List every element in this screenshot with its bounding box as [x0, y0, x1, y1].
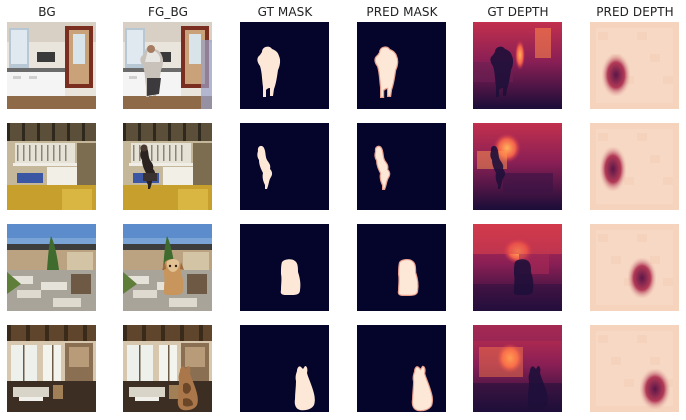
pred-depth-graphic [590, 325, 679, 412]
pred-mask-image-row-3 [357, 224, 446, 311]
fg-bg-graphic [123, 123, 212, 210]
pred-depth-graphic [590, 224, 679, 311]
pred-mask-image-row-4 [357, 325, 446, 412]
bg-graphic [7, 22, 96, 109]
bg-image-row-4 [7, 325, 96, 412]
pred-depth-graphic [590, 123, 679, 210]
gt-depth-graphic [473, 123, 562, 210]
pred-depth-image-row-4 [590, 325, 679, 412]
pred-mask-graphic [357, 325, 446, 412]
pred-mask-image-row-1 [357, 22, 446, 109]
bg-graphic [7, 325, 96, 412]
column-title-gt-mask: GT MASK [257, 5, 313, 19]
gt-mask-image-row-1 [240, 22, 329, 109]
bg-image-row-3 [7, 224, 96, 311]
gt-mask-graphic [240, 22, 329, 109]
pred-mask-graphic [357, 224, 446, 311]
gt-mask-image-row-3 [240, 224, 329, 311]
gt-depth-image-row-2 [473, 123, 562, 210]
pred-depth-image-row-2 [590, 123, 679, 210]
column-title-fg-bg: FG_BG [147, 5, 189, 19]
fg-bg-image-row-4 [123, 325, 212, 412]
bg-image-row-1 [7, 22, 96, 109]
fg-bg-graphic [123, 22, 212, 109]
bg-image-row-2 [7, 123, 96, 210]
gt-depth-image-row-3 [473, 224, 562, 311]
fg-bg-graphic [123, 325, 212, 412]
pred-mask-graphic [357, 123, 446, 210]
gt-depth-image-row-4 [473, 325, 562, 412]
pred-mask-image-row-2 [357, 123, 446, 210]
column-title-bg: BG [38, 5, 56, 19]
gt-mask-graphic [240, 325, 329, 412]
pred-depth-image-row-3 [590, 224, 679, 311]
bg-graphic [7, 224, 96, 311]
column-title-pred-mask: PRED MASK [366, 5, 438, 19]
gt-mask-graphic [240, 224, 329, 311]
column-title-pred-depth: PRED DEPTH [596, 5, 674, 19]
gt-depth-graphic [473, 325, 562, 412]
fg-bg-image-row-2 [123, 123, 212, 210]
gt-mask-image-row-4 [240, 325, 329, 412]
fg-bg-graphic [123, 224, 212, 311]
gt-depth-graphic [473, 22, 562, 109]
fg-bg-image-row-1 [123, 22, 212, 109]
bg-graphic [7, 123, 96, 210]
pred-depth-image-row-1 [590, 22, 679, 109]
gt-mask-graphic [240, 123, 329, 210]
gt-depth-image-row-1 [473, 22, 562, 109]
fg-bg-image-row-3 [123, 224, 212, 311]
column-title-gt-depth: GT DEPTH [487, 5, 549, 19]
pred-mask-graphic [357, 22, 446, 109]
gt-mask-image-row-2 [240, 123, 329, 210]
pred-depth-graphic [590, 22, 679, 109]
gt-depth-graphic [473, 224, 562, 311]
